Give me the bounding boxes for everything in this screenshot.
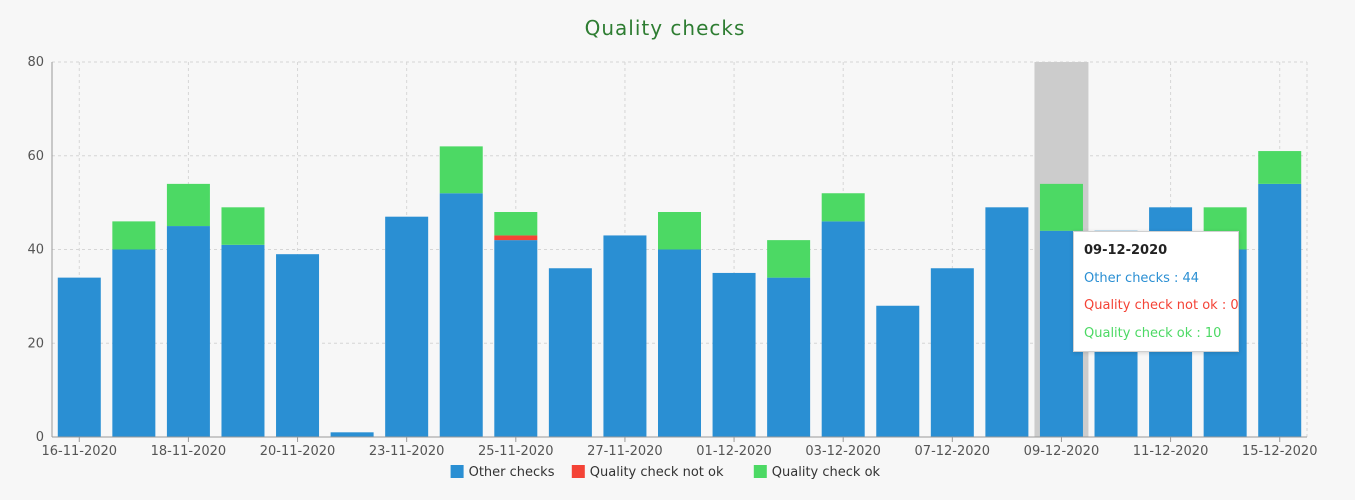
bar-segment[interactable]	[1258, 183, 1302, 437]
y-tick-label: 80	[27, 55, 44, 70]
x-axis-ticks: 16-11-2020 18-11-2020 20-11-2020 23-11-2020…	[42, 437, 1318, 459]
y-tick-label: 0	[36, 430, 44, 445]
bar-segment[interactable]	[166, 183, 210, 227]
x-tick-label: 20-11-2020	[260, 444, 336, 459]
bar-segment[interactable]	[821, 193, 865, 222]
x-tick-label: 15-12-2020	[1242, 444, 1318, 459]
x-tick-label: 27-11-2020	[587, 444, 663, 459]
bar-segment[interactable]	[385, 216, 429, 437]
bar-segment[interactable]	[658, 249, 701, 438]
chart-title: Quality checks	[585, 16, 746, 40]
bar-segment[interactable]	[1039, 183, 1083, 231]
bar-segment[interactable]	[603, 235, 647, 437]
x-tick-label: 11-12-2020	[1133, 444, 1209, 459]
bar-segment[interactable]	[330, 432, 374, 437]
bar-segment[interactable]	[876, 305, 920, 437]
bar-segment[interactable]	[112, 221, 156, 250]
x-tick-label: 23-11-2020	[369, 444, 445, 459]
bar-segment[interactable]	[767, 240, 811, 278]
bar-segment[interactable]	[112, 249, 156, 438]
tooltip-other-checks: Other checks : 44	[1084, 270, 1200, 286]
tooltip-quality-check-ok: Quality check ok : 10	[1084, 325, 1222, 341]
x-tick-label: 01-12-2020	[696, 444, 772, 459]
legend: Other checks Quality check not ok Quality …	[450, 465, 881, 480]
bar-segment[interactable]	[821, 221, 865, 437]
bar-segment[interactable]	[439, 193, 483, 437]
tooltip: 09-12-2020 Other checks : 44 Quality che…	[1073, 231, 1239, 352]
axes	[51, 62, 1307, 438]
bar-segment[interactable]	[494, 235, 538, 241]
bar-segment[interactable]	[712, 272, 756, 437]
x-tick-label: 18-11-2020	[151, 444, 227, 459]
bar-segment[interactable]	[494, 212, 538, 236]
y-axis-ticks: 0 20 40 60 80	[27, 55, 44, 445]
legend-swatch[interactable]	[450, 465, 464, 478]
bar-segment[interactable]	[57, 277, 101, 437]
x-tick-label: 09-12-2020	[1024, 444, 1100, 459]
x-tick-label: 07-12-2020	[915, 444, 991, 459]
tooltip-quality-check-not-ok: Quality check not ok : 0	[1084, 298, 1239, 313]
bar-segment[interactable]	[439, 146, 483, 194]
y-tick-label: 20	[27, 336, 44, 351]
bar-segment[interactable]	[767, 277, 811, 437]
legend-swatch[interactable]	[753, 465, 767, 478]
x-tick-label: 25-11-2020	[478, 444, 554, 459]
y-tick-label: 40	[27, 243, 44, 258]
legend-label[interactable]: Other checks	[469, 465, 555, 480]
bar-segment[interactable]	[221, 207, 265, 245]
x-tick-label: 03-12-2020	[805, 444, 881, 459]
bar-segment[interactable]	[985, 207, 1029, 437]
y-tick-label: 60	[27, 149, 44, 164]
legend-swatch[interactable]	[571, 465, 585, 478]
x-tick-label: 16-11-2020	[42, 444, 118, 459]
bar-segment[interactable]	[548, 268, 592, 437]
legend-label[interactable]: Quality check not ok	[590, 465, 724, 480]
tooltip-date: 09-12-2020	[1084, 243, 1168, 258]
legend-label[interactable]: Quality check ok	[772, 465, 881, 480]
bar-segment[interactable]	[930, 268, 974, 437]
bar-segment[interactable]	[1258, 151, 1302, 184]
bar-segment[interactable]	[658, 212, 701, 250]
bar-segment[interactable]	[166, 226, 210, 437]
bar-segment[interactable]	[276, 254, 320, 437]
bar-segment[interactable]	[221, 244, 265, 437]
bar-segment[interactable]	[494, 240, 538, 437]
